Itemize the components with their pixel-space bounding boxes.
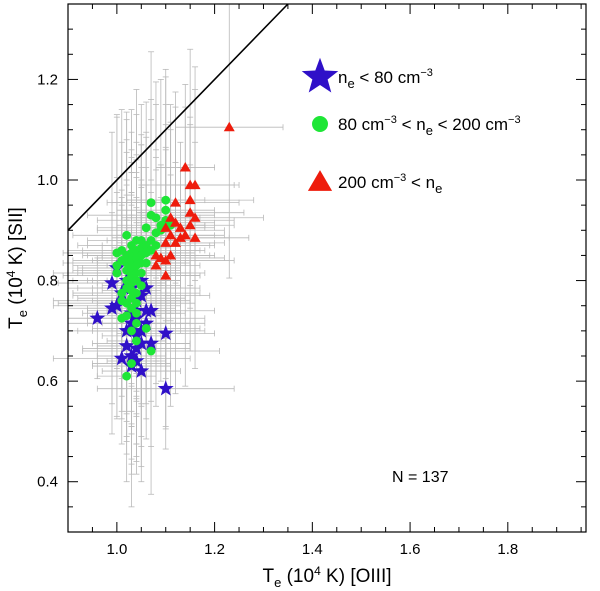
- data-point-triangle: [179, 162, 191, 172]
- data-point-triangle: [184, 179, 196, 190]
- data-point-circle: [132, 298, 141, 308]
- data-point-triangle: [184, 219, 196, 230]
- data-point-circle: [132, 288, 141, 298]
- data-point-triangle: [160, 255, 172, 265]
- data-point-star: [128, 327, 145, 343]
- axis-ticks: 1.0 1.2 1.4 1.6 1.8 0.4 0.6 0.8 1.0 1.2: [37, 3, 586, 558]
- data-point-triangle: [189, 212, 201, 222]
- data-point-triangle: [184, 207, 196, 217]
- data-point-star: [103, 299, 120, 316]
- data-point-circle: [161, 205, 171, 215]
- data-point-triangle: [223, 121, 235, 132]
- data-point-triangle: [174, 222, 186, 232]
- data-point-star: [138, 279, 155, 295]
- data-point-star: [143, 302, 160, 318]
- data-point-circle: [151, 240, 161, 250]
- x-tick-label: 1.2: [204, 541, 225, 558]
- data-point-triangle: [160, 222, 172, 232]
- data-point-circle: [122, 311, 132, 321]
- data-point-triangle: [165, 250, 177, 260]
- data-point-triangle: [174, 232, 186, 242]
- data-point-star: [103, 274, 120, 290]
- x-tick-label: 1.6: [400, 541, 421, 558]
- data-point-circle: [141, 258, 151, 268]
- legend-marker-circle: [312, 116, 328, 132]
- legend-marker-star: [301, 57, 339, 93]
- sample-size-annotation: N = 137: [392, 469, 449, 486]
- series-circle: [112, 195, 176, 381]
- data-point-star: [157, 324, 174, 341]
- y-tick-label: 0.8: [37, 273, 58, 290]
- data-point-star: [133, 362, 150, 378]
- data-point-star: [89, 309, 106, 326]
- data-point-circle: [161, 195, 171, 205]
- data-point-triangle: [170, 237, 182, 247]
- data-point-star: [123, 347, 140, 363]
- x-tick-label: 1.8: [497, 541, 518, 558]
- data-point-circle: [112, 268, 122, 278]
- data-point-circle: [141, 323, 151, 333]
- data-point-circle: [132, 336, 141, 346]
- data-point-star: [133, 272, 150, 288]
- data-point-circle: [136, 268, 146, 278]
- y-tick-label: 0.4: [37, 474, 58, 491]
- data-point-triangle: [160, 237, 172, 247]
- data-point-triangle: [179, 229, 191, 240]
- data-point-triangle: [150, 260, 162, 270]
- data-point-triangle: [170, 217, 182, 227]
- series-triangle: [150, 121, 235, 280]
- data-point-triangle: [184, 194, 196, 205]
- legend-label: 200 cm−3 < ne: [338, 172, 442, 196]
- legend-label: 80 cm−3 < ne < 200 cm−3: [338, 114, 521, 138]
- data-point-circle: [141, 223, 151, 233]
- data-point-star: [108, 297, 125, 313]
- data-point-circle: [132, 318, 141, 328]
- data-point-star: [123, 314, 140, 331]
- data-point-star: [138, 314, 155, 331]
- legend: ne < 80 cm−3 80 cm−3 < ne < 200 cm−3 200 c…: [301, 57, 521, 196]
- x-tick-label: 1.4: [302, 541, 323, 558]
- x-tick-label: 1.0: [106, 541, 127, 558]
- data-point-triangle: [170, 197, 182, 207]
- data-point-star: [128, 352, 145, 368]
- data-point-star: [157, 380, 174, 396]
- y-tick-label: 1.2: [37, 71, 58, 88]
- data-point-triangle: [160, 270, 172, 280]
- data-point-circle: [132, 308, 141, 318]
- legend-marker-triangle: [307, 170, 333, 191]
- x-axis-label: Te (104 K) [OIII]: [262, 564, 391, 590]
- data-point-triangle: [189, 232, 201, 242]
- plot-frame: [67, 3, 587, 533]
- data-point-star: [118, 337, 135, 353]
- data-point-triangle: [165, 212, 177, 222]
- data-point-circle: [127, 359, 136, 368]
- y-tick-label: 1.0: [37, 172, 58, 189]
- data-point-star: [133, 335, 150, 351]
- data-point-circle: [146, 346, 156, 356]
- data-point-circle: [127, 326, 136, 336]
- data-point-circle: [122, 230, 132, 240]
- data-point-circle: [146, 198, 156, 208]
- data-point-star: [113, 350, 130, 366]
- data-point-star: [143, 335, 160, 351]
- reference-line: [67, 3, 289, 231]
- legend-label: ne < 80 cm−3: [338, 67, 433, 91]
- data-markers: [89, 121, 235, 396]
- y-tick-label: 0.6: [37, 373, 58, 390]
- data-point-circle: [122, 371, 132, 381]
- y-axis-label: Te (104 K) [SII]: [4, 207, 30, 329]
- data-point-circle: [136, 281, 146, 290]
- data-point-circle: [151, 213, 161, 223]
- data-point-star: [128, 340, 145, 356]
- data-point-triangle: [165, 229, 177, 240]
